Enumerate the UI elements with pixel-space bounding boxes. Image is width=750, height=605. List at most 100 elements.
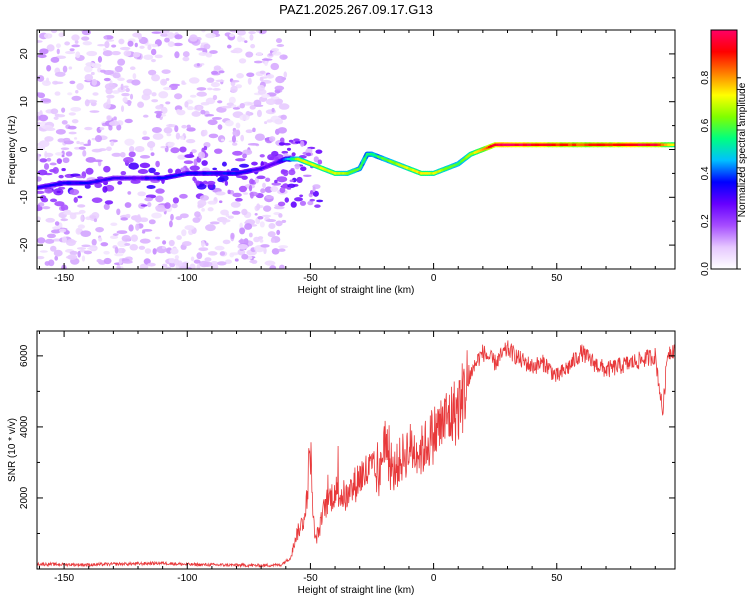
noise-blob <box>37 153 40 161</box>
noise-blob <box>197 199 207 207</box>
noise-blob <box>75 51 81 59</box>
noise-blob <box>91 63 102 69</box>
noise-blob <box>123 85 129 89</box>
noise-blob <box>280 114 287 120</box>
noise-blob <box>161 246 166 250</box>
noise-blob <box>262 182 266 189</box>
noise-blob <box>226 102 234 107</box>
noise-blob <box>168 123 173 128</box>
noise-blob <box>176 235 182 241</box>
noise-blob <box>129 244 139 251</box>
noise-blob <box>90 71 95 76</box>
noise-blob <box>263 205 272 212</box>
noise-blob <box>79 141 85 145</box>
noise-blob <box>92 92 99 96</box>
noise-blob <box>188 77 200 84</box>
noise-blob <box>134 42 138 48</box>
noise-blob <box>52 166 59 174</box>
noise-blob <box>288 169 296 176</box>
noise-blob <box>121 234 132 242</box>
noise-blob <box>202 180 208 185</box>
noise-blob <box>232 142 238 146</box>
noise-blob <box>203 43 211 50</box>
noise-blob <box>164 37 170 43</box>
noise-blob <box>186 124 191 129</box>
noise-blob <box>283 142 291 146</box>
noise-blob <box>112 233 119 236</box>
noise-blob <box>151 74 161 82</box>
noise-blob <box>84 99 90 107</box>
noise-blob <box>214 245 225 251</box>
noise-blob <box>277 127 287 134</box>
noise-blob <box>89 110 100 113</box>
noise-blob <box>144 248 152 254</box>
noise-blob <box>82 41 93 46</box>
noise-blob <box>125 213 131 217</box>
noise-blob <box>208 133 219 139</box>
noise-blob <box>196 47 207 51</box>
noise-blob <box>197 151 206 159</box>
noise-blob <box>50 30 58 34</box>
noise-blob <box>140 204 148 207</box>
noise-blob <box>201 208 205 212</box>
noise-blob <box>81 244 91 248</box>
noise-blob <box>265 98 276 105</box>
noise-blob <box>200 240 205 248</box>
noise-blob <box>237 35 243 43</box>
noise-blob <box>230 201 241 208</box>
noise-blob <box>196 87 207 91</box>
noise-blob <box>141 230 146 234</box>
noise-blob <box>54 201 65 207</box>
snr-y-ticks: 2000 4000 6000 <box>19 344 675 534</box>
noise-blob <box>120 83 124 91</box>
noise-blob <box>152 248 157 255</box>
noise-blob <box>286 187 292 190</box>
noise-blob <box>183 160 194 164</box>
noise-blob <box>37 237 46 244</box>
noise-blob <box>259 154 265 158</box>
noise-blob <box>276 44 285 47</box>
noise-blob <box>93 159 103 163</box>
noise-blob <box>179 193 188 199</box>
noise-blob <box>278 245 289 249</box>
noise-blob <box>224 180 229 186</box>
noise-blob <box>154 236 161 240</box>
noise-blob <box>53 249 63 257</box>
noise-blob <box>293 138 300 142</box>
noise-blob <box>279 137 285 143</box>
noise-blob <box>205 32 217 39</box>
noise-blob <box>305 152 312 157</box>
noise-blob <box>118 38 125 45</box>
noise-blob <box>170 147 180 154</box>
noise-blob <box>78 146 86 150</box>
noise-blob <box>112 90 120 94</box>
noise-blob <box>204 257 212 262</box>
noise-blob <box>77 195 83 199</box>
noise-blob <box>82 150 87 157</box>
noise-blob <box>268 222 276 229</box>
noise-blob <box>44 261 51 266</box>
noise-blob <box>214 148 223 154</box>
noise-blob <box>276 176 288 183</box>
noise-blob <box>127 191 132 195</box>
noise-blob <box>177 154 186 160</box>
noise-blob <box>278 213 283 218</box>
noise-blob <box>274 118 284 125</box>
noise-blob <box>68 112 76 116</box>
noise-blob <box>67 125 77 130</box>
noise-blob <box>118 258 123 266</box>
noise-blob <box>181 124 187 129</box>
noise-blob <box>256 30 260 33</box>
noise-blob <box>269 265 277 269</box>
noise-blob <box>279 187 286 194</box>
noise-blob <box>266 74 275 79</box>
noise-blob <box>81 255 86 262</box>
noise-blob <box>142 114 149 118</box>
noise-blob <box>312 190 319 197</box>
noise-blob <box>265 177 271 182</box>
noise-blob <box>209 221 220 225</box>
colorbar-tick-label: 0.4 <box>700 166 711 180</box>
colorbar-label: Normalized spectral amplitude <box>737 82 748 217</box>
noise-blob <box>238 239 248 244</box>
noise-blob <box>179 265 187 269</box>
